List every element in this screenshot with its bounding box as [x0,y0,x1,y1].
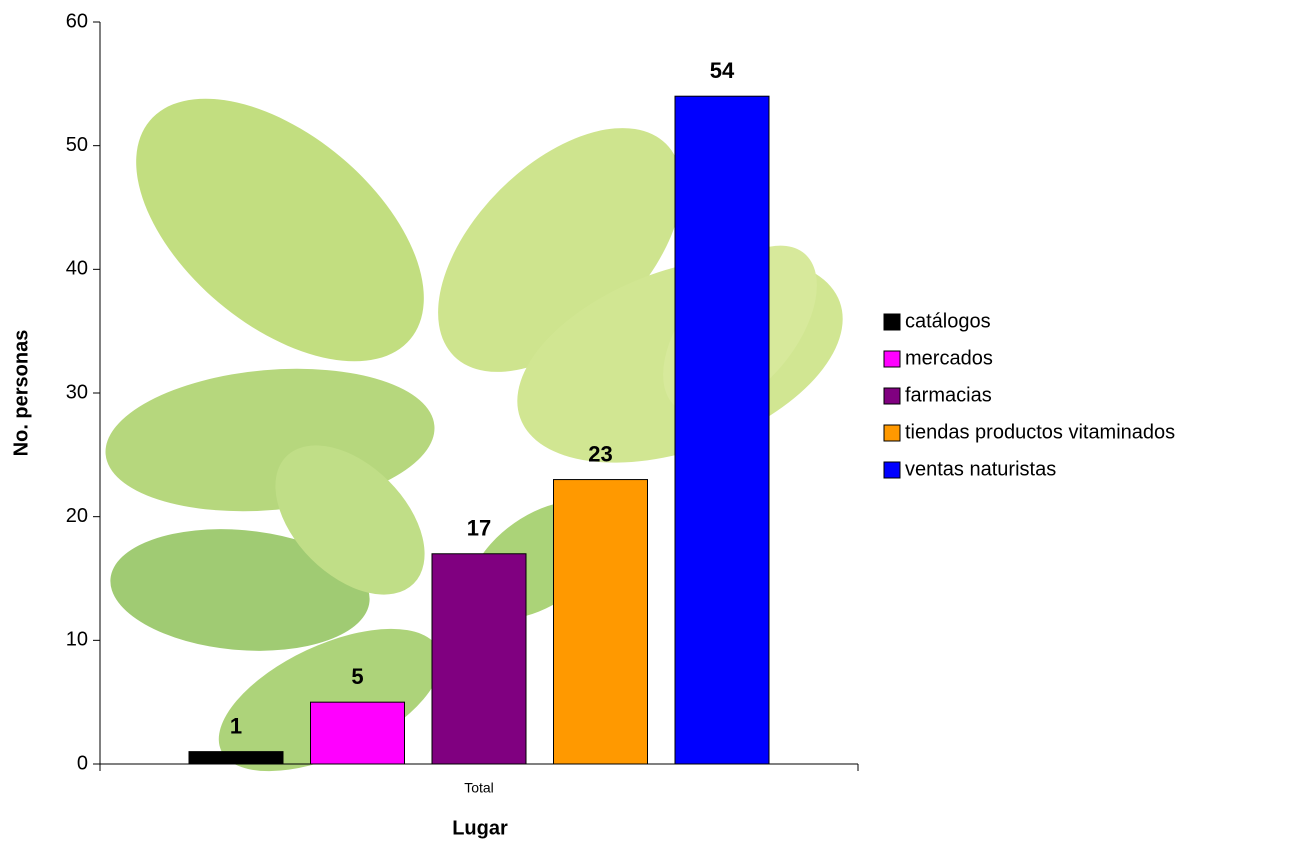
y-tick-label: 0 [77,752,88,774]
legend-label: tiendas productos vitaminados [905,421,1175,443]
legend-swatch [883,350,901,368]
bar [188,751,284,765]
legend-label: mercados [905,347,993,369]
bar [310,701,405,765]
value-label: 1 [230,713,242,738]
y-tick-label: 40 [66,258,88,280]
value-label: 54 [710,58,735,83]
legend-label: ventas naturistas [905,458,1056,480]
value-label: 23 [588,441,612,466]
legend-swatch [883,313,901,331]
bar [431,553,527,765]
legend-swatch [883,387,901,405]
bar [674,95,770,765]
bar [553,479,648,765]
y-tick-label: 20 [66,505,88,527]
y-axis-title: No. personas [10,330,32,457]
y-tick-label: 50 [66,134,88,156]
legend-label: farmacias [905,384,992,406]
y-tick-label: 30 [66,381,88,403]
value-label: 17 [467,516,491,541]
y-tick-label: 10 [66,629,88,651]
x-axis-title: Lugar [452,817,508,839]
x-tick-label: Total [464,780,494,796]
value-label: 5 [351,664,363,689]
legend-swatch [883,461,901,479]
y-tick-label: 60 [66,10,88,32]
legend-label: catálogos [905,310,991,332]
legend-swatch [883,424,901,442]
